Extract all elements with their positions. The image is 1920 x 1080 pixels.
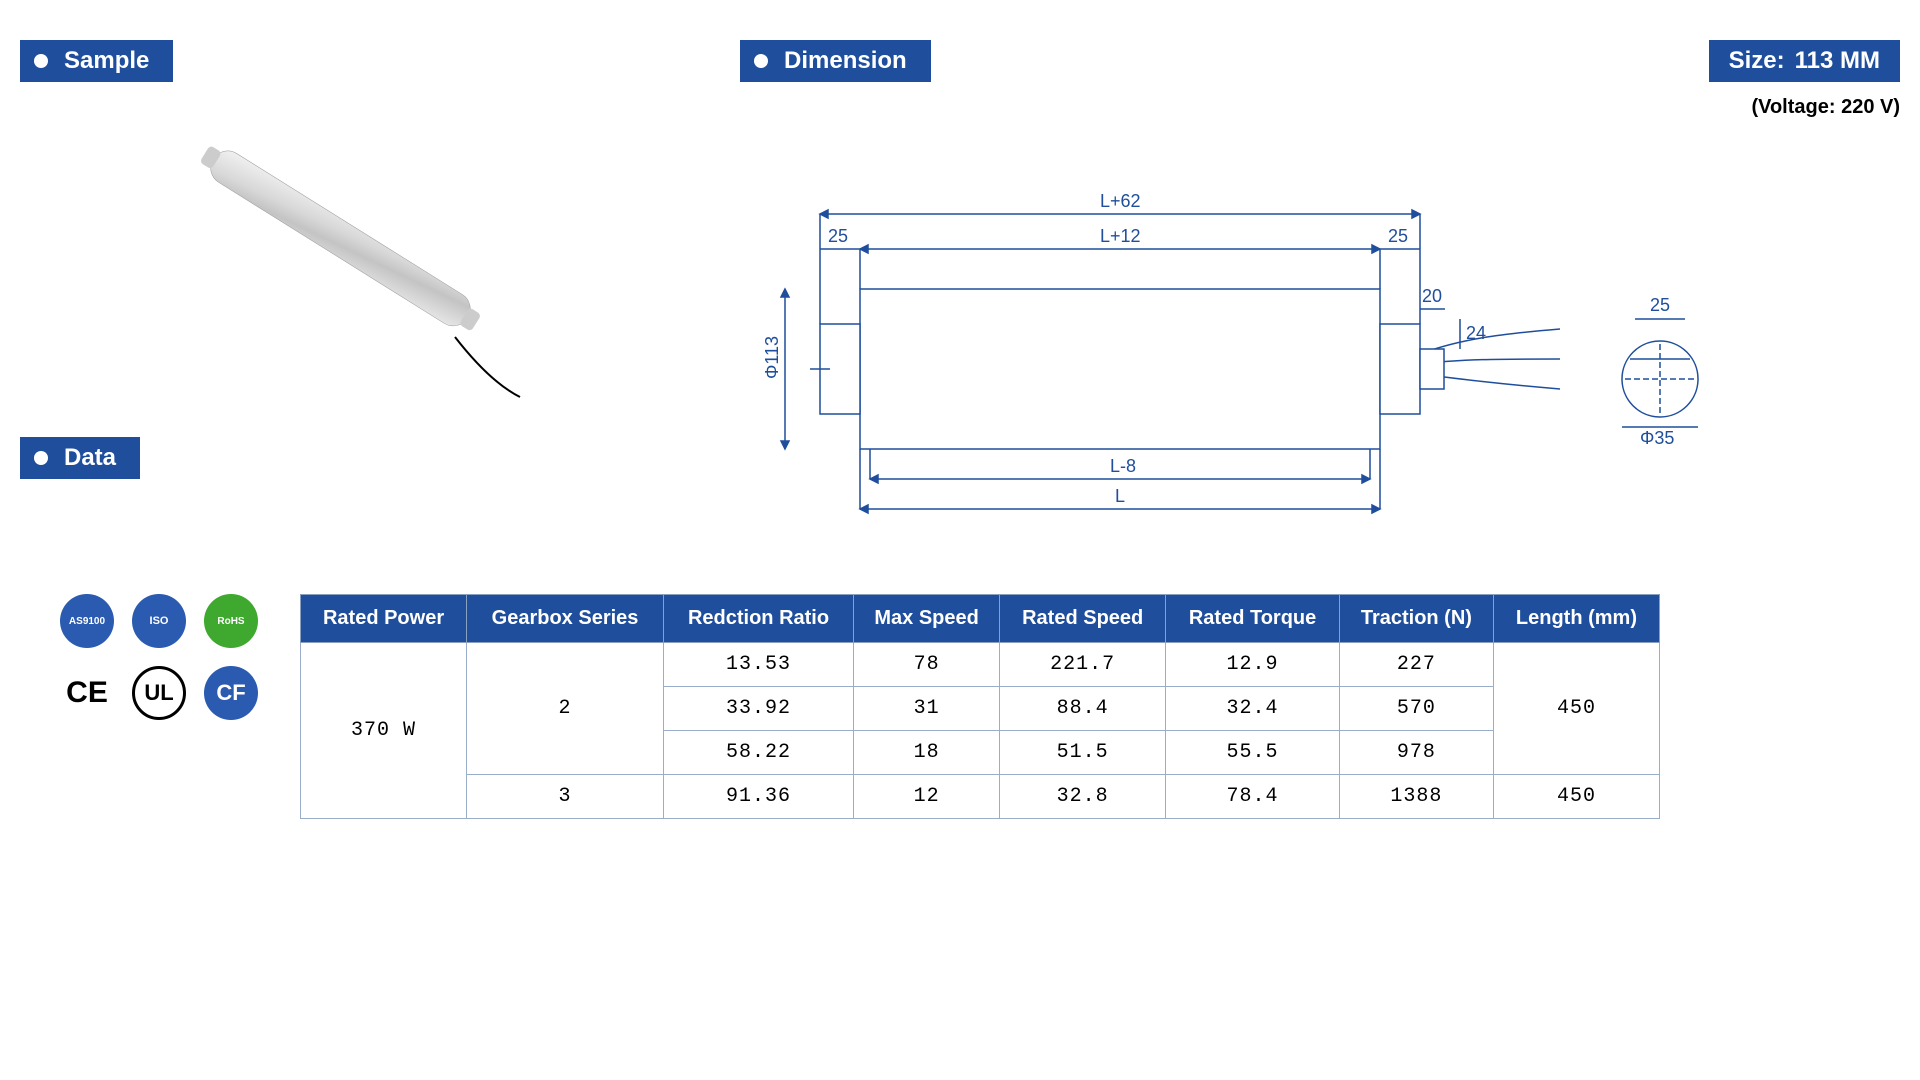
svg-text:L: L: [1115, 486, 1125, 506]
size-value: 113 MM: [1795, 47, 1880, 75]
cell-ratedspeed: 88.4: [1000, 687, 1166, 731]
cell-ratio: 13.53: [663, 643, 853, 687]
col-rspeed: Rated Speed: [1000, 595, 1166, 643]
spec-table: Rated Power Gearbox Series Redction Rati…: [300, 594, 1660, 819]
size-meta: Size: 113 MM (Voltage: 220 V): [1709, 40, 1900, 119]
col-maxspeed: Max Speed: [854, 595, 1000, 643]
svg-text:L+62: L+62: [1100, 191, 1141, 211]
sample-header: Sample: [20, 40, 173, 82]
cell-traction: 978: [1339, 731, 1493, 775]
col-ratio: Redction Ratio: [663, 595, 853, 643]
cert-rohs-icon: RoHS: [204, 594, 258, 648]
top-row: Sample: [20, 40, 1900, 534]
svg-text:L+12: L+12: [1100, 226, 1141, 246]
bullet-icon: [34, 451, 48, 465]
col-traction: Traction (N): [1339, 595, 1493, 643]
cell-length: 450: [1493, 643, 1659, 775]
svg-text:25: 25: [1650, 295, 1670, 315]
col-power: Rated Power: [301, 595, 467, 643]
size-label: Size:: [1729, 47, 1785, 75]
svg-text:Φ35: Φ35: [1640, 428, 1674, 448]
cell-traction: 227: [1339, 643, 1493, 687]
cell-length: 450: [1493, 775, 1659, 819]
cell-torque: 55.5: [1166, 731, 1340, 775]
size-badge: Size: 113 MM: [1709, 40, 1900, 82]
table-row: 370 W 2 13.53 78 221.7 12.9 227 450: [301, 643, 1660, 687]
cell-maxspeed: 31: [854, 687, 1000, 731]
cell-ratio: 91.36: [663, 775, 853, 819]
data-title: Data: [64, 444, 116, 472]
cell-torque: 12.9: [1166, 643, 1340, 687]
cell-maxspeed: 12: [854, 775, 1000, 819]
col-series: Gearbox Series: [467, 595, 664, 643]
cell-power: 370 W: [301, 643, 467, 819]
svg-text:Φ113: Φ113: [762, 336, 782, 379]
dimension-title: Dimension: [784, 47, 907, 75]
sample-title: Sample: [64, 47, 149, 75]
cell-maxspeed: 78: [854, 643, 1000, 687]
bullet-icon: [34, 54, 48, 68]
cert-badges: AS9100 ISO RoHS CE UL CF: [20, 594, 300, 720]
cert-as9100-icon: AS9100: [60, 594, 114, 648]
cell-ratio: 33.92: [663, 687, 853, 731]
cell-series: 3: [467, 775, 664, 819]
bottom-row: AS9100 ISO RoHS CE UL CF Rated Power Gea…: [20, 594, 1900, 819]
voltage-label: (Voltage: 220 V): [1709, 96, 1900, 119]
cell-maxspeed: 18: [854, 731, 1000, 775]
table-header-row: Rated Power Gearbox Series Redction Rati…: [301, 595, 1660, 643]
sample-section: Sample: [20, 40, 700, 479]
cell-ratedspeed: 32.8: [1000, 775, 1166, 819]
cert-cf-icon: CF: [204, 666, 258, 720]
product-image: [160, 122, 700, 407]
cell-traction: 1388: [1339, 775, 1493, 819]
dimension-drawing: L+62 L+12 25 25 Φ113: [740, 159, 1900, 534]
col-torque: Rated Torque: [1166, 595, 1340, 643]
cell-torque: 78.4: [1166, 775, 1340, 819]
cell-series: 2: [467, 643, 664, 775]
cert-ul-icon: UL: [132, 666, 186, 720]
dimension-section: Dimension Size: 113 MM (Voltage: 220 V): [740, 40, 1900, 534]
cell-torque: 32.4: [1166, 687, 1340, 731]
cell-ratedspeed: 221.7: [1000, 643, 1166, 687]
dimension-header: Dimension: [740, 40, 931, 82]
cert-iso-icon: ISO: [132, 594, 186, 648]
cert-ce-icon: CE: [60, 666, 114, 720]
bullet-icon: [754, 54, 768, 68]
cell-traction: 570: [1339, 687, 1493, 731]
svg-text:25: 25: [1388, 226, 1408, 246]
svg-text:L-8: L-8: [1110, 456, 1136, 476]
cell-ratio: 58.22: [663, 731, 853, 775]
data-header: Data: [20, 437, 140, 479]
svg-text:20: 20: [1422, 286, 1442, 306]
svg-text:24: 24: [1466, 323, 1486, 343]
svg-text:25: 25: [828, 226, 848, 246]
cell-ratedspeed: 51.5: [1000, 731, 1166, 775]
table-row: 3 91.36 12 32.8 78.4 1388 450: [301, 775, 1660, 819]
col-length: Length (mm): [1493, 595, 1659, 643]
